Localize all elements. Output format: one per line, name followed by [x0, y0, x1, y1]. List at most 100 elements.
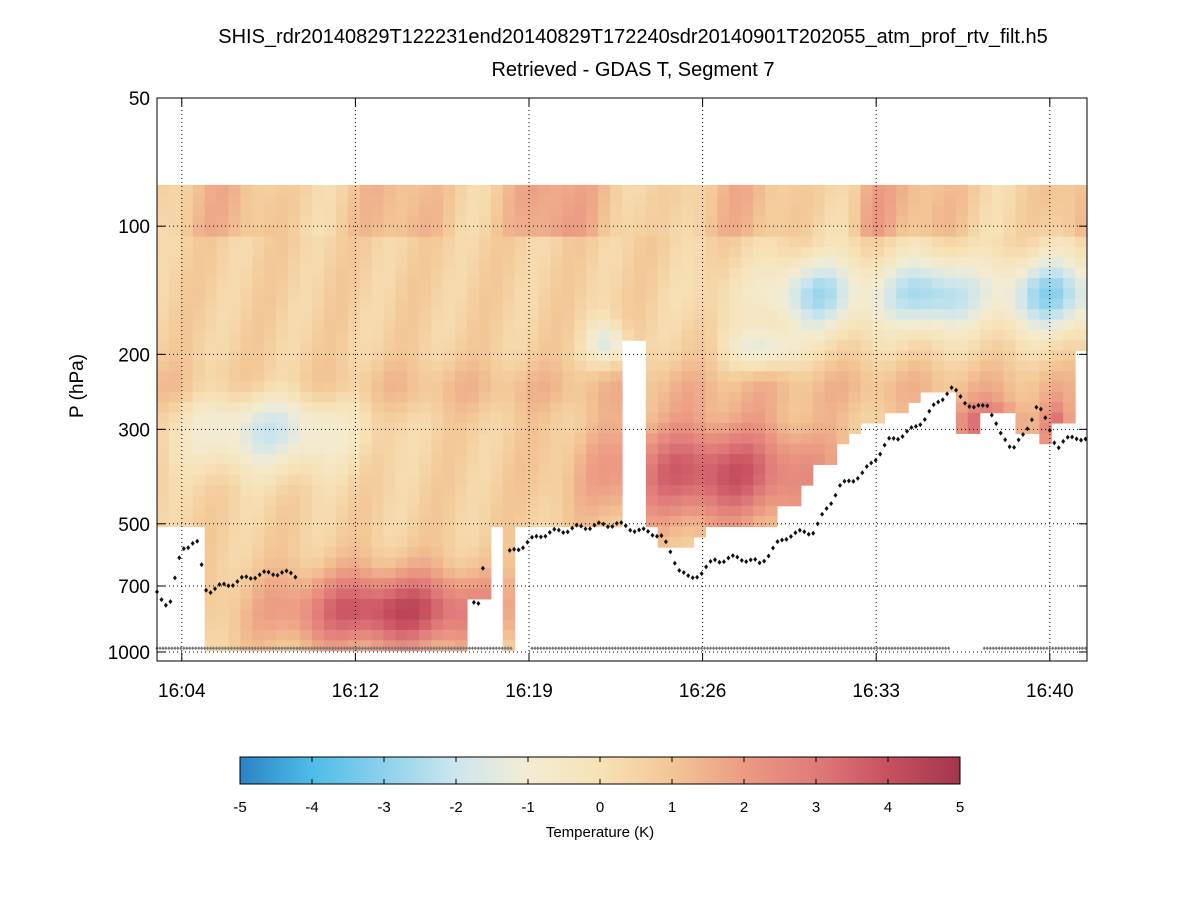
heatmap-cell	[550, 267, 563, 279]
surface-marker	[331, 646, 335, 651]
heatmap-cell	[204, 236, 218, 248]
mixing-layer-marker	[172, 575, 177, 581]
surface-marker	[866, 646, 870, 651]
mixing-layer-marker	[574, 522, 579, 528]
heatmap-cell	[717, 505, 730, 517]
heatmap-cell	[431, 278, 444, 290]
heatmap-cell	[502, 578, 516, 590]
heatmap-cell	[991, 288, 1005, 300]
heatmap-cell	[896, 267, 909, 279]
heatmap-cell	[383, 226, 397, 238]
heatmap-cell	[574, 495, 587, 507]
heatmap-cell	[395, 485, 408, 497]
surface-marker	[563, 646, 567, 651]
heatmap-cell	[240, 257, 253, 269]
heatmap-cell	[991, 215, 1005, 227]
heatmap-cell	[967, 257, 981, 269]
heatmap-cell	[192, 329, 206, 341]
heatmap-cell	[216, 319, 230, 331]
heatmap-cell	[395, 247, 408, 258]
heatmap-cell	[312, 340, 325, 352]
heatmap-cell	[323, 340, 337, 352]
heatmap-cell	[729, 184, 742, 196]
heatmap-cell	[1039, 257, 1052, 269]
mixing-layer-marker	[668, 549, 673, 555]
heatmap-cell	[729, 195, 742, 207]
surface-marker	[539, 646, 543, 651]
heatmap-cell	[478, 443, 492, 455]
heatmap-cell	[812, 340, 826, 352]
heatmap-cell	[836, 391, 850, 403]
heatmap-cell	[264, 247, 277, 258]
heatmap-cell	[180, 485, 194, 497]
surface-marker	[854, 646, 858, 651]
heatmap-cell	[216, 340, 230, 352]
heatmap-cell	[1003, 267, 1017, 279]
heatmap-cell	[562, 340, 575, 352]
heatmap-cell	[180, 402, 194, 414]
heatmap-cell	[955, 267, 969, 279]
surface-marker	[292, 646, 296, 651]
heatmap-cell	[288, 412, 301, 424]
heatmap-cell	[526, 319, 540, 331]
heatmap-cell	[586, 412, 599, 424]
heatmap-cell	[753, 433, 766, 445]
heatmap-cell	[395, 402, 408, 414]
heatmap-cell	[526, 412, 540, 424]
heatmap-cell	[800, 184, 814, 196]
heatmap-cell	[1003, 184, 1017, 196]
mixing-layer-marker	[780, 537, 784, 543]
surface-marker	[613, 646, 617, 651]
heatmap-cell	[443, 340, 456, 352]
heatmap-cell	[967, 360, 981, 372]
heatmap-cell	[359, 329, 373, 341]
heatmap-cell	[419, 329, 432, 341]
surface-marker	[161, 646, 165, 651]
heatmap-cell	[777, 298, 790, 310]
heatmap-cell	[753, 516, 766, 528]
heatmap-cell	[312, 474, 325, 486]
heatmap-cell	[657, 422, 671, 434]
heatmap-cell	[371, 381, 385, 393]
heatmap-cell	[335, 454, 349, 465]
surface-marker	[759, 646, 763, 651]
heatmap-cell	[288, 443, 301, 455]
heatmap-cell	[312, 329, 325, 341]
heatmap-cell	[478, 454, 492, 465]
heatmap-cell	[526, 340, 540, 352]
heatmap-cell	[657, 454, 671, 465]
heatmap-cell	[991, 226, 1005, 238]
heatmap-cell	[240, 619, 253, 631]
heatmap-cell	[991, 340, 1005, 352]
heatmap-cell	[705, 298, 718, 310]
surface-marker	[1060, 646, 1064, 651]
heatmap-cell	[1063, 184, 1076, 196]
heatmap-cell	[347, 247, 361, 258]
mixing-layer-marker	[677, 568, 682, 573]
heatmap-cell	[157, 505, 170, 517]
heatmap-cell	[943, 278, 957, 290]
mixing-layer-marker	[1029, 417, 1034, 423]
heatmap-cell	[777, 195, 790, 207]
heatmap-cell	[252, 412, 265, 424]
heatmap-cell	[419, 536, 432, 548]
heatmap-cell	[252, 381, 265, 393]
heatmap-cell	[168, 298, 182, 310]
mixing-layer-marker	[583, 526, 588, 532]
heatmap-cell	[669, 464, 683, 476]
heatmap-cell	[204, 578, 218, 590]
surface-marker	[1066, 646, 1070, 651]
heatmap-cell	[335, 640, 349, 652]
mixing-layer-marker	[721, 559, 726, 565]
heatmap-cell	[300, 278, 313, 290]
heatmap-cell	[645, 184, 659, 196]
heatmap-cell	[455, 350, 468, 362]
mixing-layer-marker	[1052, 440, 1057, 446]
heatmap-cell	[574, 443, 587, 455]
heatmap-cell	[371, 516, 385, 528]
surface-marker	[762, 646, 766, 651]
heatmap-cell	[455, 619, 468, 631]
heatmap-cell	[693, 288, 707, 300]
heatmap-cell	[645, 464, 659, 476]
heatmap-cell	[383, 329, 397, 341]
